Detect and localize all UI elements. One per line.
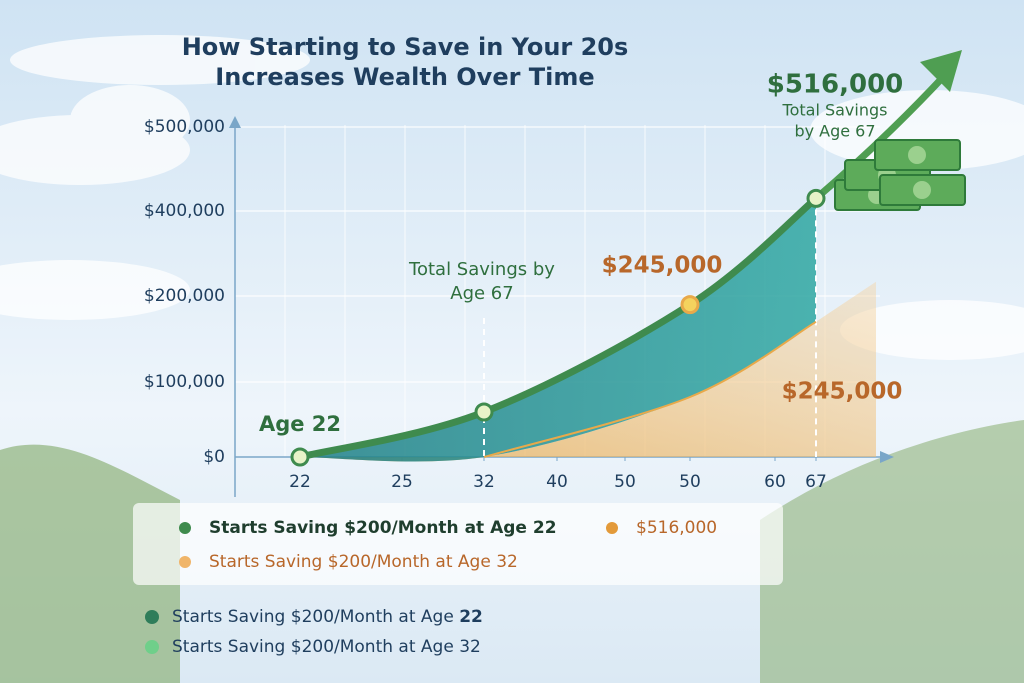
line xyxy=(483,320,817,458)
legend-label: Starts Saving $200/Month at Age 22 xyxy=(172,607,483,627)
trend-arrow xyxy=(813,72,948,202)
annotation: Age 67 xyxy=(450,283,513,304)
axis-arrow xyxy=(880,451,894,463)
bill-seal xyxy=(908,146,926,164)
legend-label: Starts Saving $200/Month at Age 32 xyxy=(172,637,481,657)
x-tick-label: 22 xyxy=(289,472,311,492)
legend-text: 22 xyxy=(459,607,483,627)
annotation: $516,000 xyxy=(767,70,904,100)
y-tick-label: $500,000 xyxy=(144,117,225,137)
point xyxy=(680,295,700,315)
x-tick-label: 50 xyxy=(679,472,701,492)
line xyxy=(296,194,820,461)
point xyxy=(290,447,310,467)
legend-label: Starts Saving $200/Month at Age 22 xyxy=(209,518,557,538)
point xyxy=(474,402,494,422)
legend-marker xyxy=(606,522,618,534)
area xyxy=(300,281,876,462)
clouds xyxy=(0,35,1024,360)
x-tick-label: 60 xyxy=(764,472,786,492)
legend-marker xyxy=(145,640,159,654)
axis-arrow xyxy=(229,116,241,128)
hill xyxy=(0,444,180,683)
area xyxy=(300,198,816,462)
money-stack xyxy=(834,139,966,211)
y-tick-label: $0 xyxy=(203,447,225,467)
x-tick-label: 25 xyxy=(391,472,413,492)
annotation: Total Savings by xyxy=(408,259,555,280)
legend-marker xyxy=(179,556,191,568)
legend-marker xyxy=(179,522,191,534)
point xyxy=(806,188,826,208)
annotation: Total Savings xyxy=(782,101,888,120)
legend-label: Starts Saving $200/Month at Age 32 xyxy=(209,552,518,572)
legend-label: $516,000 xyxy=(636,518,717,538)
x-tick-label: 40 xyxy=(546,472,568,492)
legend-box xyxy=(133,503,783,585)
annotation: Age 22 xyxy=(259,412,341,436)
bill-seal xyxy=(913,181,931,199)
legend-text: Starts Saving $200/Month at Age xyxy=(172,607,454,627)
hill xyxy=(760,420,1024,683)
x-tick-label: 32 xyxy=(473,472,495,492)
annotation: by Age 67 xyxy=(794,122,875,141)
y-tick-label: $100,000 xyxy=(144,372,225,392)
y-tick-label: $400,000 xyxy=(144,201,225,221)
legend-marker xyxy=(145,610,159,624)
x-tick-label: 50 xyxy=(614,472,636,492)
x-tick-label: 67 xyxy=(805,472,827,492)
annotation: $245,000 xyxy=(782,379,903,405)
chart-title: How Starting to Save in Your 20s xyxy=(182,33,629,61)
trend-arrow-head xyxy=(920,50,962,92)
legend-text: Starts Saving $200/Month at Age 32 xyxy=(172,637,481,657)
chart-title: Increases Wealth Over Time xyxy=(215,63,594,91)
y-tick-label: $200,000 xyxy=(144,286,225,306)
annotation: $245,000 xyxy=(602,253,723,279)
